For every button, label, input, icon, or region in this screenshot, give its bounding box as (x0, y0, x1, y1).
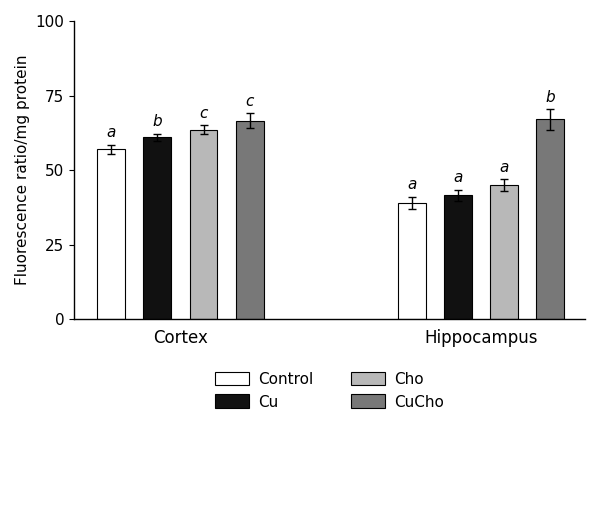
Legend: Control, Cu, Cho, CuCho: Control, Cu, Cho, CuCho (209, 365, 450, 416)
Text: b: b (545, 90, 555, 104)
Bar (97, 149, 125, 319)
Text: c: c (245, 94, 254, 109)
Bar (398, 203, 425, 319)
Text: c: c (199, 106, 208, 121)
Bar (236, 121, 263, 319)
Bar (444, 195, 472, 319)
Text: a: a (407, 178, 416, 192)
Bar (190, 130, 217, 319)
Text: a: a (453, 170, 463, 185)
Text: a: a (499, 160, 509, 175)
Text: b: b (152, 114, 162, 129)
Bar (143, 137, 171, 319)
Bar (490, 185, 518, 319)
Bar (536, 120, 564, 319)
Text: a: a (106, 125, 116, 140)
Y-axis label: Fluorescence ratio/mg protein: Fluorescence ratio/mg protein (15, 55, 30, 286)
